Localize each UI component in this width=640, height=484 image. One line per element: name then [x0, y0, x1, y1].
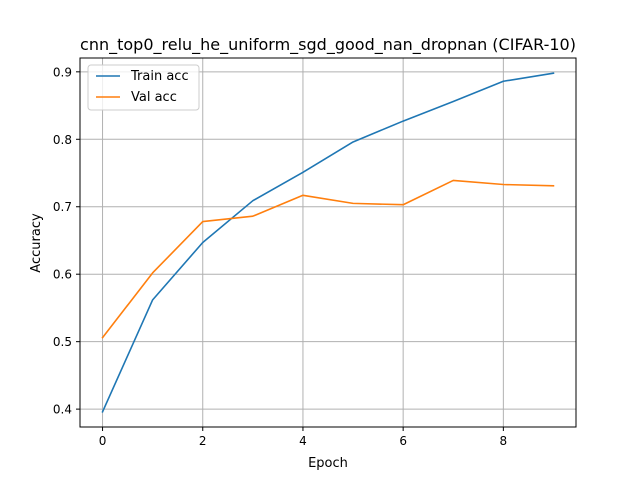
- data-point-val-acc: [402, 204, 404, 206]
- x-tick-label: 8: [500, 434, 508, 448]
- legend: Train acc Val acc: [87, 64, 200, 111]
- y-tick-label: 0.4: [53, 403, 72, 417]
- x-tick-label: 0: [99, 434, 107, 448]
- data-point-train-acc: [152, 299, 154, 301]
- y-axis-label: Accuracy: [29, 213, 44, 273]
- series-lines: [101, 72, 555, 413]
- data-point-val-acc: [252, 215, 254, 217]
- series-line-train-acc: [101, 72, 555, 413]
- chart-title: cnn_top0_relu_he_uniform_sgd_good_nan_dr…: [80, 35, 576, 55]
- data-point-val-acc: [352, 203, 354, 205]
- data-point-val-acc: [553, 185, 555, 187]
- data-point-val-acc: [503, 184, 505, 186]
- y-tick-label: 0.6: [53, 268, 72, 282]
- x-axis-label: Epoch: [308, 456, 348, 471]
- data-point-val-acc: [152, 272, 154, 274]
- data-point-train-acc: [553, 72, 555, 74]
- legend-label-val: Val acc: [131, 90, 177, 105]
- x-tick-label: 4: [299, 434, 307, 448]
- y-tick-label: 0.8: [53, 133, 72, 147]
- data-point-train-acc: [252, 200, 254, 202]
- data-point-val-acc: [452, 180, 454, 182]
- data-point-train-acc: [402, 120, 404, 122]
- legend-label-train: Train acc: [130, 69, 189, 84]
- data-point-train-acc: [202, 242, 204, 244]
- x-tick-label: 2: [199, 434, 207, 448]
- data-point-val-acc: [302, 194, 304, 196]
- data-point-val-acc: [102, 337, 104, 339]
- x-tick-label: 6: [399, 434, 407, 448]
- data-point-train-acc: [503, 80, 505, 82]
- plot-frame: [79, 57, 577, 428]
- y-tick-label: 0.9: [53, 65, 72, 79]
- y-tick-label: 0.7: [53, 200, 72, 214]
- x-axis: 0 2 4 6 8: [99, 427, 507, 448]
- y-tick-label: 0.5: [53, 335, 72, 349]
- data-point-train-acc: [302, 172, 304, 174]
- series-line-val-acc: [101, 179, 555, 339]
- data-point-val-acc: [202, 221, 204, 223]
- data-point-train-acc: [452, 101, 454, 103]
- y-axis: 0.4 0.5 0.6 0.7 0.8 0.9: [53, 65, 80, 417]
- data-point-train-acc: [102, 411, 104, 413]
- data-point-train-acc: [352, 141, 354, 143]
